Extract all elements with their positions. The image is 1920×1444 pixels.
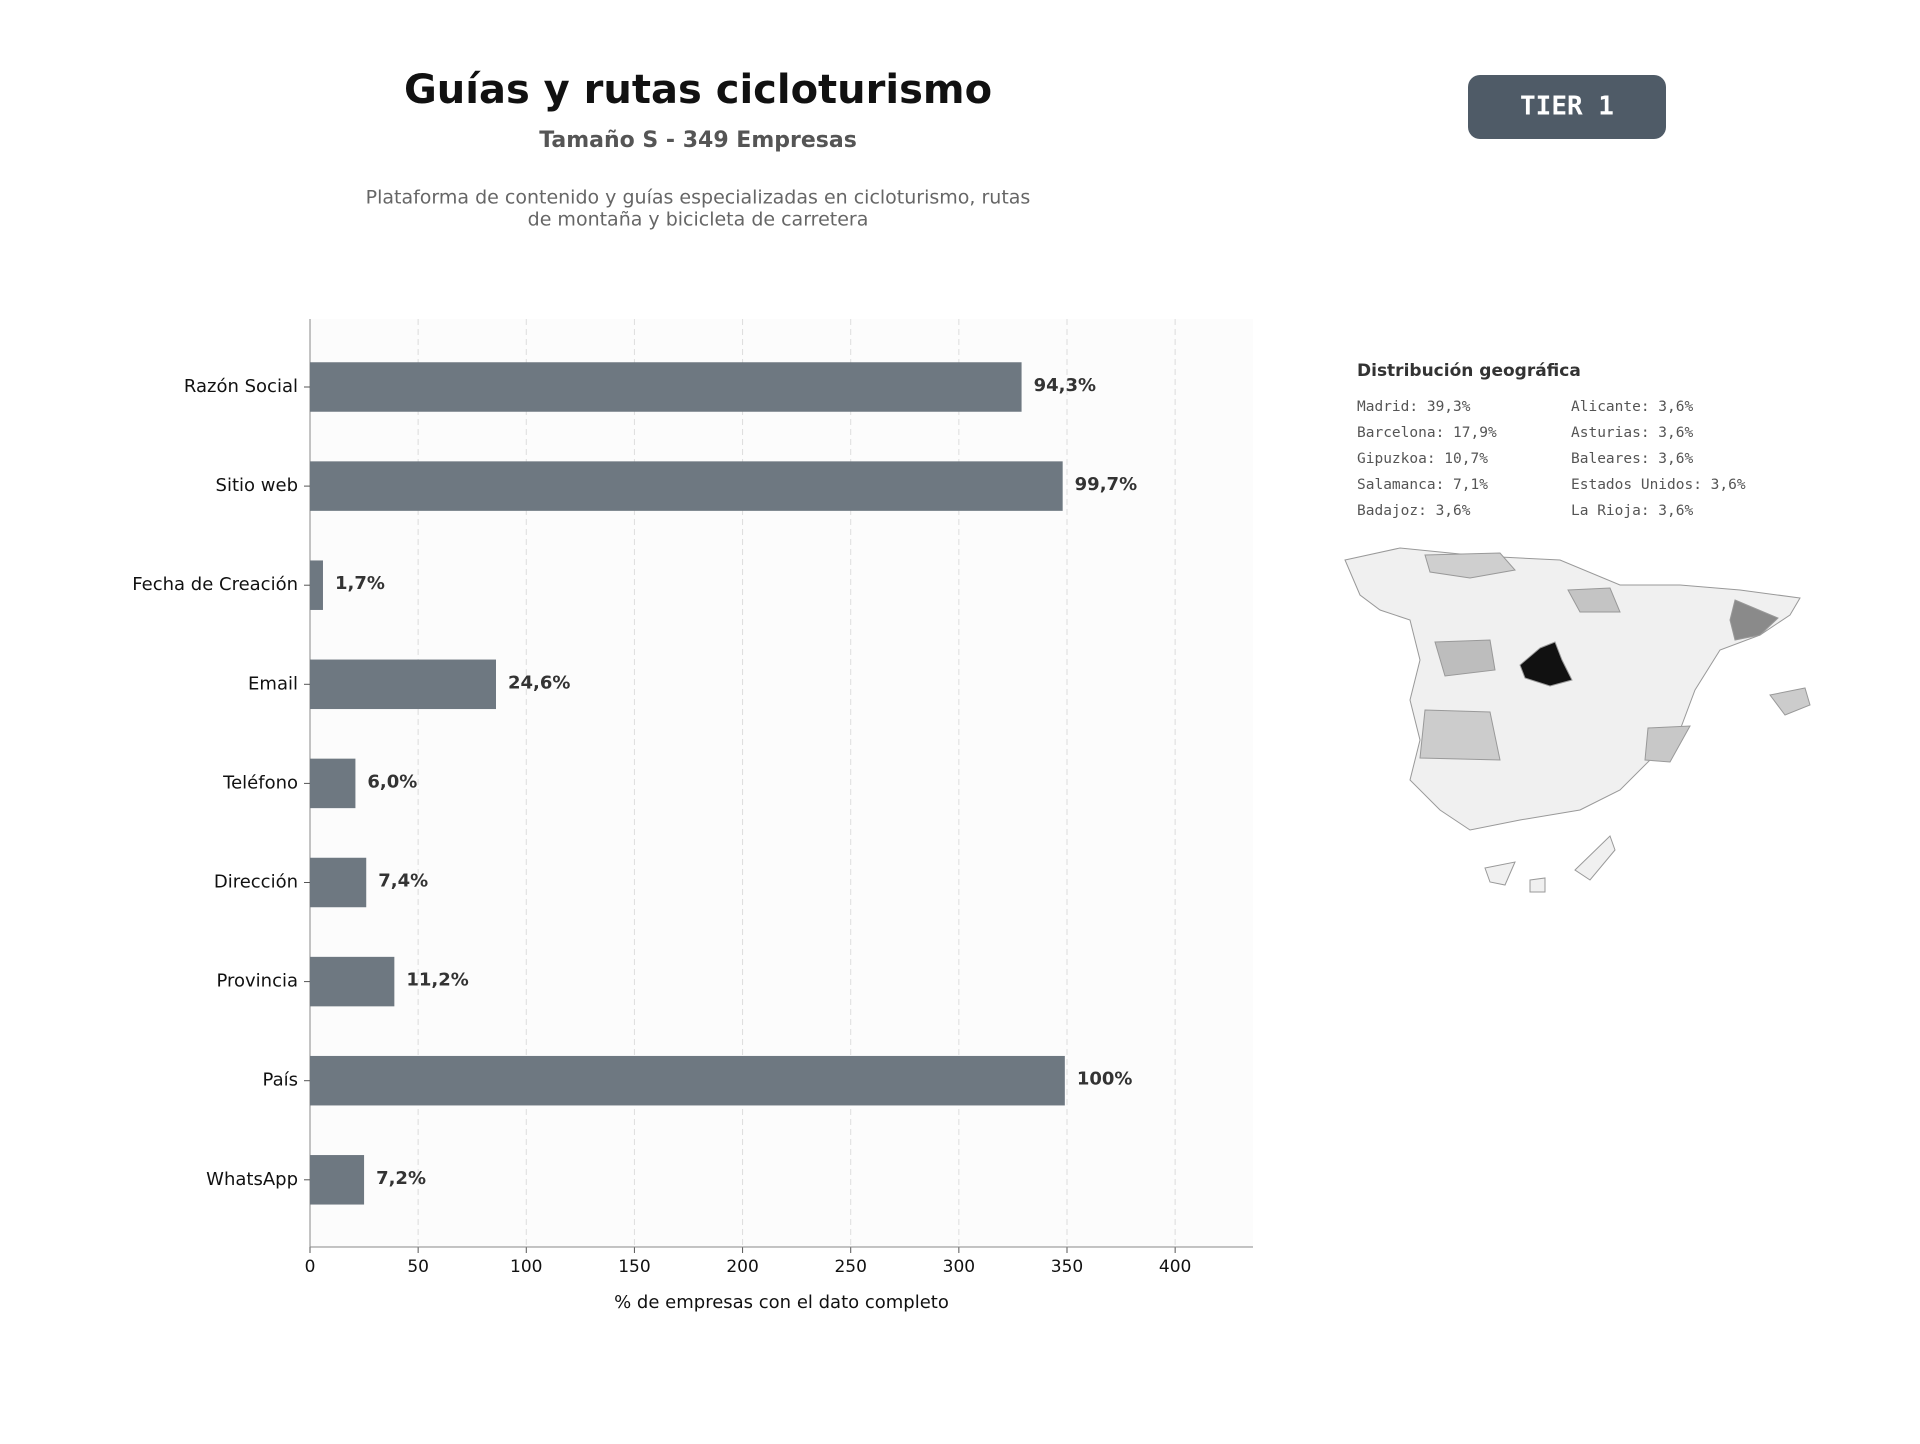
geo-item: Salamanca: 7,1%: [1357, 477, 1488, 493]
map-asturias: [1424, 552, 1516, 579]
title: Guías y rutas cicloturismo: [404, 67, 992, 113]
geo-item: Asturias: 3,6%: [1571, 425, 1693, 441]
map-alicante: [1644, 725, 1691, 763]
bar: [310, 560, 323, 610]
y-tick-label: País: [263, 1070, 298, 1091]
value-label: 99,7%: [1075, 474, 1137, 495]
geo-item: Barcelona: 17,9%: [1357, 425, 1497, 441]
value-label: 1,7%: [335, 573, 385, 594]
description: Plataforma de contenido y guías especial…: [366, 187, 1031, 209]
bar: [310, 659, 497, 710]
badge-text: TIER 1: [1520, 92, 1614, 122]
description: de montaña y bicicleta de carretera: [528, 209, 869, 231]
bar: [310, 362, 1022, 412]
bar: [310, 461, 1063, 511]
x-tick-label: 350: [1051, 1257, 1083, 1277]
map-rioja: [1567, 587, 1621, 613]
geo-item: Madrid: 39,3%: [1357, 399, 1471, 415]
x-tick-label: 300: [943, 1257, 975, 1277]
value-label: 94,3%: [1034, 375, 1096, 396]
map-badajoz: [1419, 709, 1501, 761]
y-tick-label: Sitio web: [216, 475, 298, 496]
bar: [310, 956, 395, 1007]
value-label: 100%: [1077, 1069, 1133, 1090]
x-tick-label: 250: [834, 1257, 866, 1277]
value-label: 7,4%: [378, 871, 428, 892]
x-axis-label: % de empresas con el dato completo: [614, 1292, 949, 1313]
map: [1344, 547, 1811, 893]
map-canarias: [1484, 835, 1616, 893]
x-tick-label: 50: [407, 1257, 429, 1277]
x-tick-label: 0: [305, 1257, 316, 1277]
y-tick-label: Dirección: [214, 872, 298, 893]
geo-item: Badajoz: 3,6%: [1357, 503, 1471, 519]
value-label: 24,6%: [508, 672, 570, 693]
badge: [1468, 75, 1666, 139]
x-tick-label: 150: [618, 1257, 650, 1277]
geo-item: Alicante: 3,6%: [1571, 399, 1693, 415]
y-tick-label: Provincia: [216, 971, 298, 992]
geo-item: La Rioja: 3,6%: [1571, 503, 1693, 519]
y-tick-label: Razón Social: [184, 376, 298, 397]
x-tick-label: 100: [510, 1257, 542, 1277]
map-salamanca: [1434, 639, 1496, 677]
x-tick-label: 400: [1159, 1257, 1191, 1277]
map-madrid: [1519, 641, 1573, 687]
map-barcelona: [1729, 599, 1779, 641]
bar: [310, 1155, 365, 1205]
bar: [310, 857, 367, 908]
y-tick-label: Email: [248, 673, 298, 694]
geo-item: Baleares: 3,6%: [1571, 451, 1693, 467]
y-tick-label: WhatsApp: [206, 1169, 298, 1190]
geo-title: Distribución geográfica: [1357, 361, 1581, 381]
value-label: 6,0%: [367, 771, 417, 792]
y-tick-label: Fecha de Creación: [132, 574, 298, 595]
subtitle: Tamaño S - 349 Empresas: [539, 128, 857, 153]
value-label: 7,2%: [376, 1168, 426, 1189]
y-tick-label: Teléfono: [222, 772, 298, 793]
bar: [310, 758, 356, 809]
x-tick-label: 200: [726, 1257, 758, 1277]
geo-item: Estados Unidos: 3,6%: [1571, 477, 1746, 493]
geo-item: Gipuzkoa: 10,7%: [1357, 451, 1488, 467]
map-baleares: [1769, 687, 1811, 716]
bar: [310, 1055, 1065, 1106]
plot-area: [310, 319, 1253, 1247]
value-label: 11,2%: [406, 970, 468, 991]
